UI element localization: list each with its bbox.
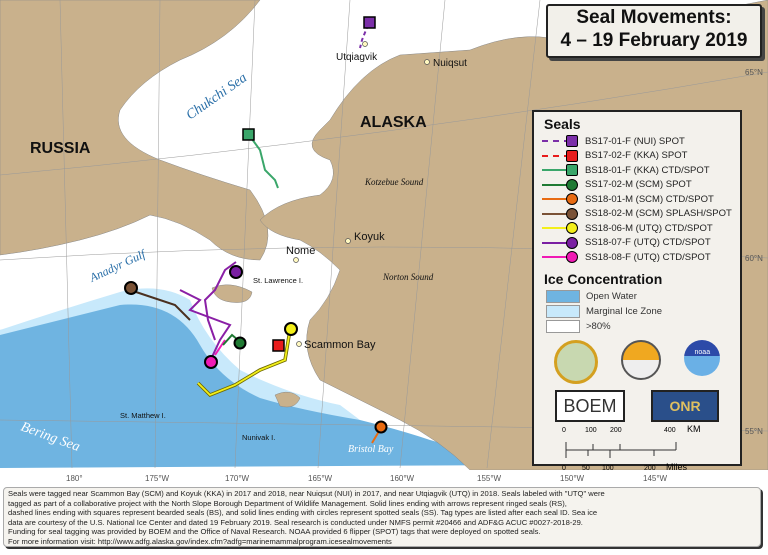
legend-seal-item: BS17-01-F (NUI) SPOT	[534, 134, 740, 149]
seal-tracks	[124, 16, 388, 444]
label-bristol-bay: Bristol Bay	[348, 444, 394, 455]
lat-label: 65°N	[745, 68, 763, 77]
legend-seal-label: SS18-07-F (UTQ) CTD/SPOT	[585, 237, 711, 249]
ice-swatch	[546, 319, 580, 333]
ice-swatch	[546, 289, 580, 303]
seal-symbol-icon	[542, 236, 580, 250]
caption-line: Funding for seal tagging was provided by…	[8, 527, 541, 537]
caption-line: dashed lines ending with squares represe…	[8, 508, 598, 518]
svg-text:100: 100	[602, 465, 614, 472]
legend-ice-label: >80%	[586, 320, 611, 332]
legend-ice-title: Ice Concentration	[544, 270, 663, 287]
legend-seal-item: SS18-07-F (UTQ) CTD/SPOT	[534, 236, 740, 251]
land-st-lawrence	[211, 284, 253, 303]
legend-seal-item: SS18-02-M (SCM) SPLASH/SPOT	[534, 207, 740, 222]
marginal-ice	[0, 288, 360, 420]
legend-seal-item: BS17-02-F (KKA) SPOT	[534, 149, 740, 164]
adfg-logo	[553, 339, 598, 384]
legend: Seals BS17-01-F (NUI) SPOT BS17-02-F (KKA…	[532, 110, 742, 472]
scale-bar: 0 100 200 400 KM 0 50 100 200 Miles	[562, 424, 701, 472]
place-dots	[293, 41, 430, 347]
lon-label: 145°W	[643, 474, 668, 483]
svg-text:0: 0	[562, 465, 566, 472]
svg-text:Miles: Miles	[666, 462, 688, 472]
seal-symbol-icon	[542, 207, 580, 221]
legend-seal-label: SS18-08-F (UTQ) CTD/SPOT	[585, 251, 711, 263]
seal-symbol-icon	[542, 221, 580, 235]
svg-text:200: 200	[610, 427, 622, 434]
land-nunivak	[274, 391, 301, 408]
land-russia	[0, 0, 269, 261]
title-line-1: Seal Movements:	[576, 7, 732, 28]
label-scammon-bay: Scammon Bay	[304, 339, 376, 351]
title-line-2: 4 – 19 February 2019	[560, 30, 748, 51]
caption: Seals were tagged near Scammon Bay (SCM)…	[3, 487, 761, 547]
ice-swatch	[546, 304, 580, 318]
label-norton-sound: Norton Sound	[382, 272, 434, 282]
label-nome: Nome	[286, 245, 315, 257]
lon-label: 150°W	[560, 474, 585, 483]
legend-seal-item: SS18-08-F (UTQ) CTD/SPOT	[534, 250, 740, 265]
seal-symbol-icon	[542, 250, 580, 264]
seal-symbol-icon	[542, 192, 580, 206]
caption-line: data are courtesy of the U.S. National I…	[8, 517, 583, 527]
lon-label: 155°W	[477, 474, 502, 483]
seal-symbol-icon	[542, 149, 580, 163]
lon-label: 160°W	[390, 474, 415, 483]
legend-seal-label: SS18-01-M (SCM) CTD/SPOT	[585, 193, 714, 205]
lon-label: 175°W	[145, 474, 170, 483]
legend-ice-label: Marginal Ice Zone	[586, 305, 663, 317]
legend-seal-item: SS18-06-M (UTQ) CTD/SPOT	[534, 221, 740, 236]
caption-line: tagged as part of a collaborative projec…	[8, 498, 567, 508]
lon-label: 170°W	[225, 474, 250, 483]
boem-logo: BOEM	[555, 389, 625, 422]
map-title: Seal Movements: 4 – 19 February 2019	[546, 4, 762, 58]
legend-seal-label: BS17-01-F (NUI) SPOT	[585, 135, 685, 147]
legend-ice-item: Open Water	[546, 289, 740, 304]
legend-seal-label: BS17-02-F (KKA) SPOT	[585, 150, 688, 162]
label-koyuk: Koyuk	[354, 231, 385, 243]
nsb-logo	[620, 339, 661, 380]
lat-label: 60°N	[745, 254, 763, 263]
logos: noaa	[542, 339, 732, 384]
legend-seal-item: SS18-01-M (SCM) CTD/SPOT	[534, 192, 740, 207]
label-nuiqsut: Nuiqsut	[433, 58, 467, 69]
label-kotzebue-sound: Kotzebue Sound	[364, 177, 424, 187]
legend-seal-label: SS18-02-M (SCM) SPLASH/SPOT	[585, 208, 732, 220]
lon-label: 165°W	[308, 474, 333, 483]
legend-seal-label: SS18-06-M (UTQ) CTD/SPOT	[585, 222, 713, 234]
lat-label: 55°N	[745, 427, 763, 436]
legend-ice-item: Marginal Ice Zone	[546, 304, 740, 319]
open-water	[0, 298, 520, 468]
svg-text:200: 200	[644, 465, 656, 472]
seal-symbol-icon	[542, 134, 580, 148]
label-st-matthew: St. Matthew I.	[120, 411, 166, 420]
caption-line: Seals were tagged near Scammon Bay (SCM)…	[8, 489, 605, 498]
legend-seal-item: SS17-02-M (SCM) SPOT	[534, 178, 740, 193]
label-alaska: ALASKA	[360, 114, 427, 131]
label-nunivak: Nunivak I.	[242, 433, 275, 442]
label-russia: RUSSIA	[30, 140, 91, 157]
legend-seals-title: Seals	[544, 116, 581, 132]
legend-ice-label: Open Water	[586, 290, 637, 302]
svg-text:0: 0	[562, 427, 566, 434]
legend-ice-item: >80%	[546, 319, 740, 334]
svg-text:400: 400	[664, 427, 676, 434]
legend-seal-item: BS18-01-F (KKA) CTD/SPOT	[534, 163, 740, 178]
onr-logo: ONR	[651, 389, 719, 422]
svg-text:100: 100	[585, 427, 597, 434]
lon-label: 180°	[66, 474, 83, 483]
label-st-lawrence: St. Lawrence I.	[253, 276, 303, 285]
label-utqiagvik: Utqiagvik	[336, 52, 378, 63]
seal-symbol-icon	[542, 178, 580, 192]
svg-text:50: 50	[582, 465, 590, 472]
caption-line: For more information visit: http://www.a…	[8, 536, 392, 546]
legend-seal-label: BS18-01-F (KKA) CTD/SPOT	[585, 164, 710, 176]
svg-text:KM: KM	[687, 424, 701, 434]
seal-symbol-icon	[542, 163, 580, 177]
legend-seal-label: SS17-02-M (SCM) SPOT	[585, 179, 692, 191]
noaa-logo: noaa	[684, 339, 721, 376]
